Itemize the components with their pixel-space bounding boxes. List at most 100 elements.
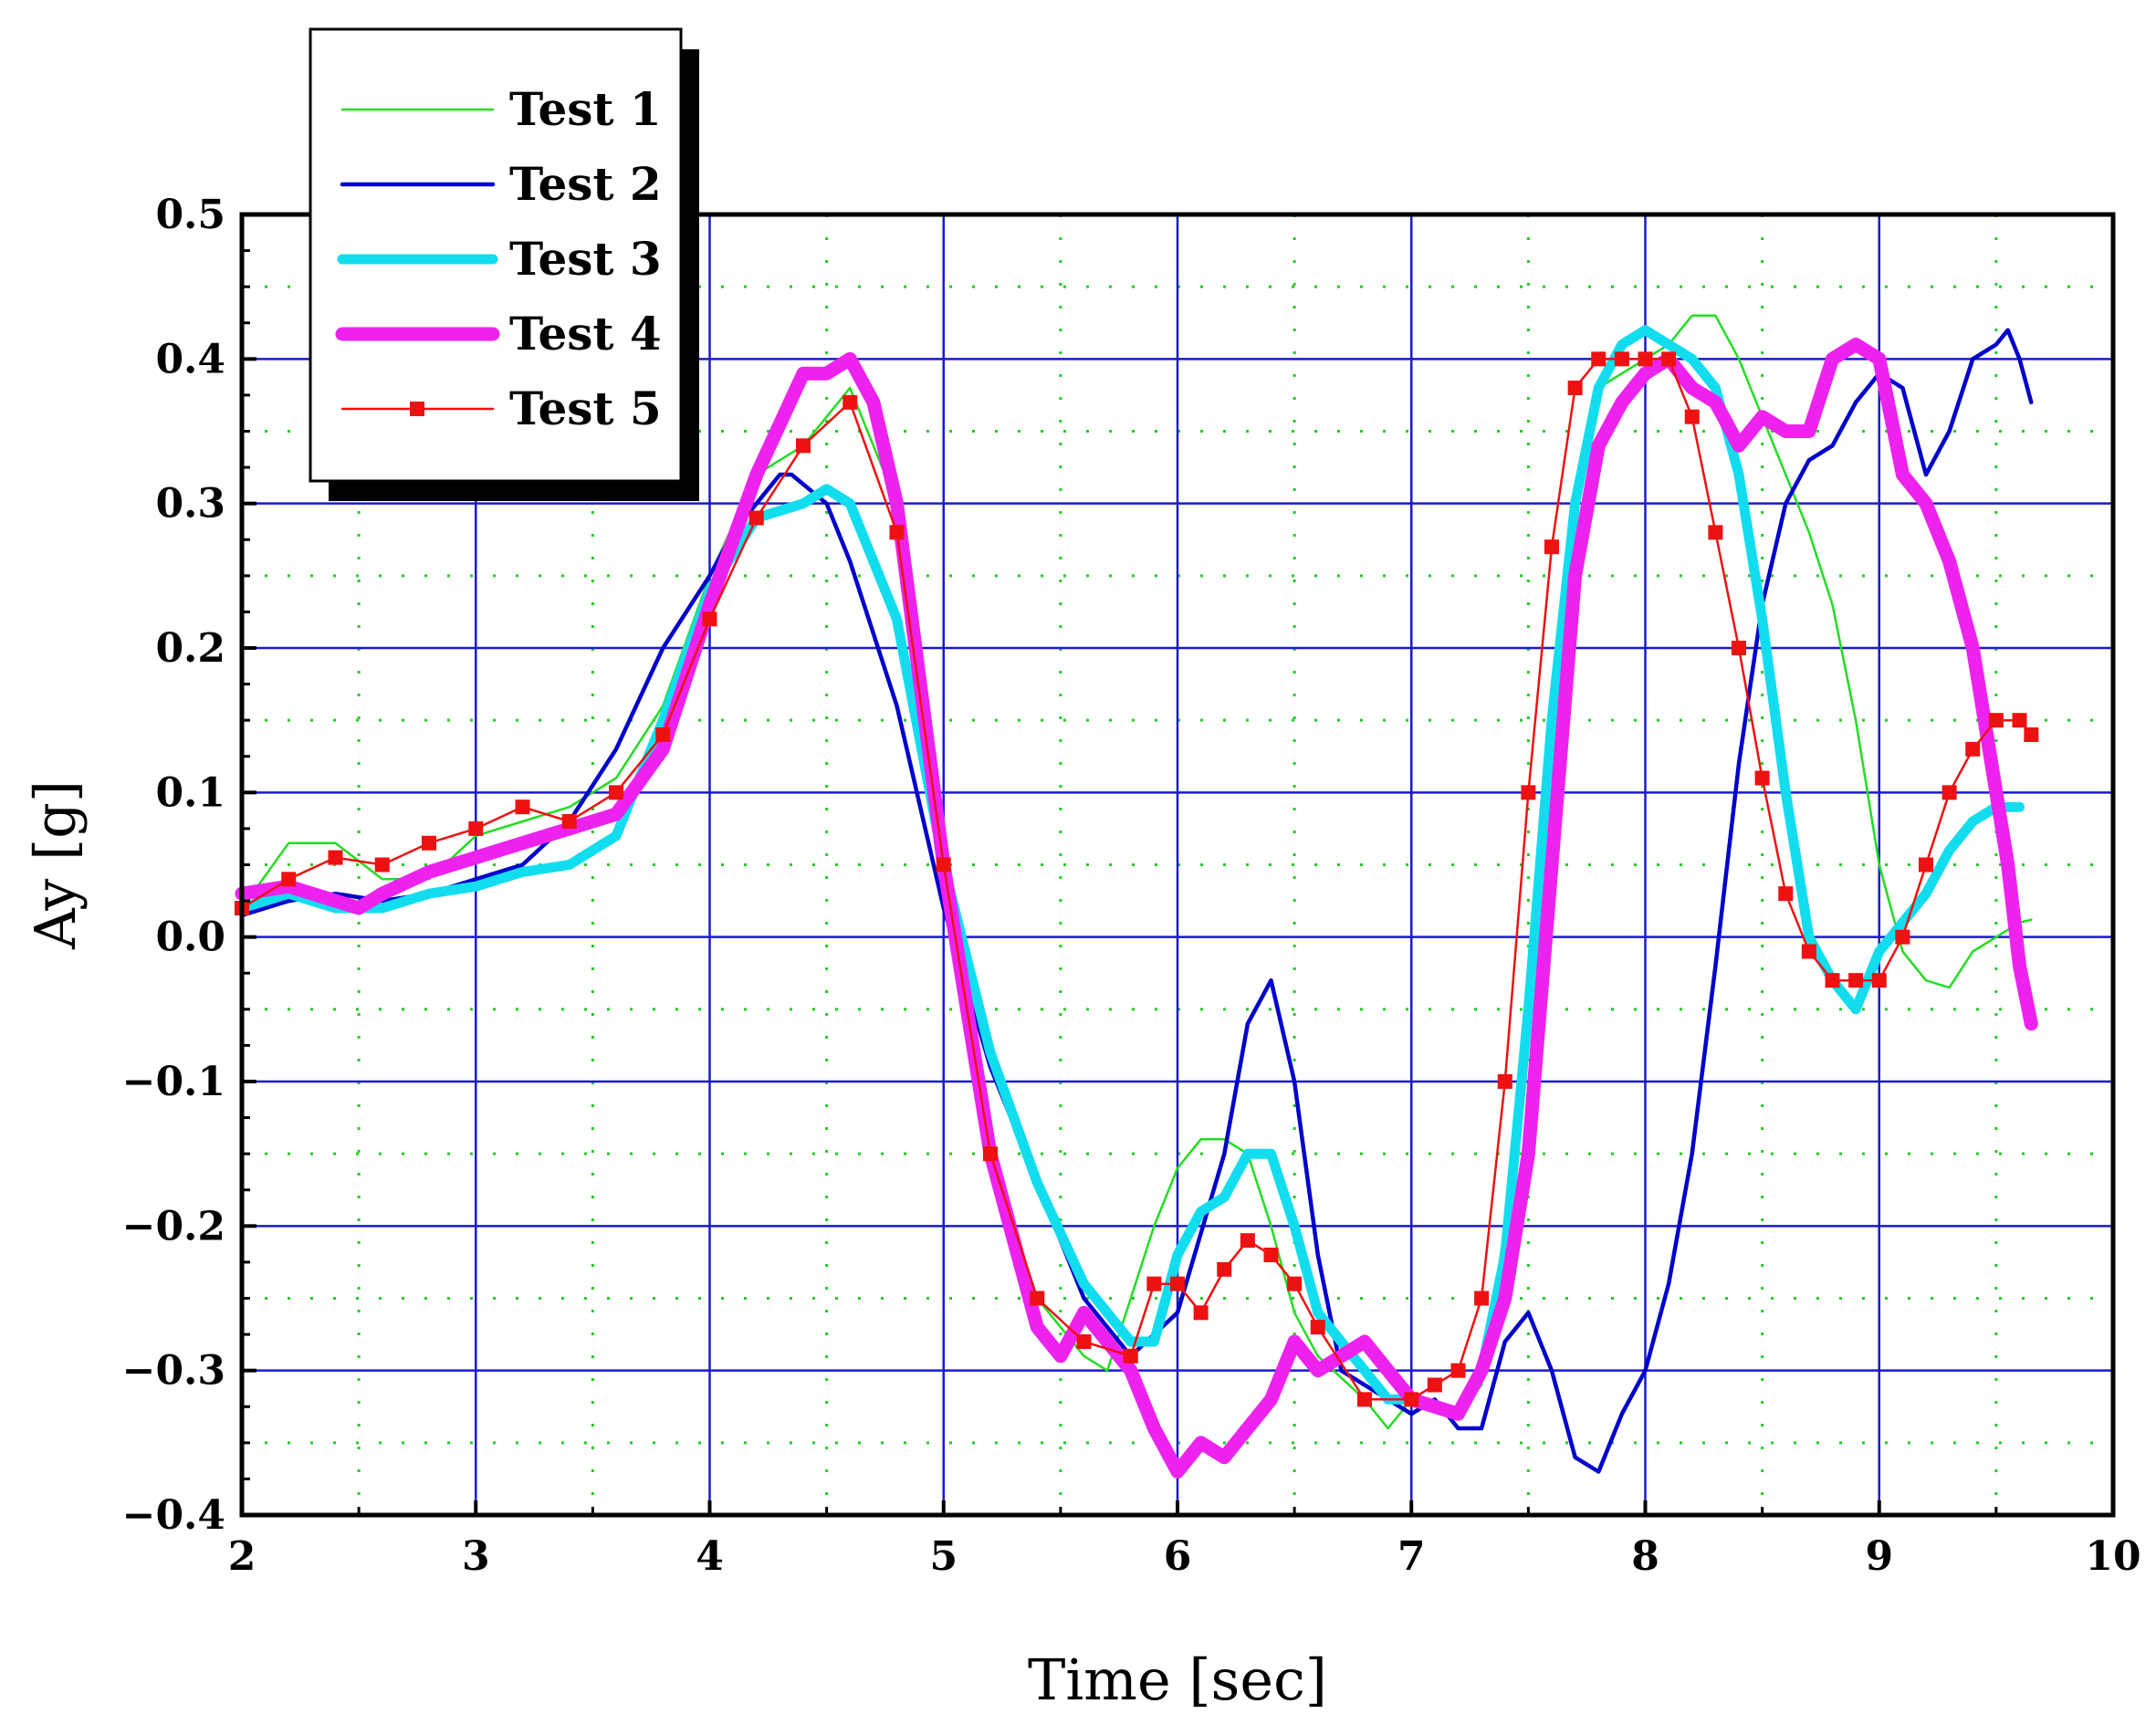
x-tick-label: 3 (462, 1533, 490, 1580)
series-point (796, 438, 811, 454)
series-point (1801, 944, 1816, 959)
series-point (1076, 1334, 1092, 1349)
series-point (1684, 409, 1700, 424)
series-point (1123, 1348, 1138, 1364)
series-point (936, 857, 951, 873)
series-point (1871, 973, 1887, 988)
legend-item-3: Test 3 (337, 232, 662, 286)
legend-marker (410, 402, 424, 416)
series-point (1988, 713, 2004, 728)
legend-label: Test 5 (509, 381, 662, 435)
series-point (468, 820, 484, 836)
series-line-4 (235, 338, 2038, 1479)
y-tick-label: −0.3 (122, 1348, 225, 1395)
series-point (515, 800, 530, 815)
x-tick-labels: 2 3 4 5 6 7 8 9 10 (228, 1533, 2141, 1580)
series-point (1170, 1276, 1185, 1291)
series-layer (235, 314, 2039, 1479)
series-point (2012, 713, 2027, 728)
y-tick-label: 0.2 (155, 625, 225, 672)
series-point (1567, 381, 1583, 395)
series-point (1310, 1320, 1325, 1335)
series-line-3 (236, 325, 2025, 1419)
series-point (328, 850, 343, 865)
y-tick-label: 0.4 (155, 336, 225, 382)
legend-item-1: Test 1 (340, 82, 662, 136)
x-tick-label: 7 (1397, 1533, 1426, 1580)
series-point (1217, 1261, 1232, 1277)
series-point (1895, 929, 1910, 945)
series-point (748, 510, 764, 526)
legend-item-4: Test 4 (335, 307, 662, 361)
y-tick-label: −0.1 (122, 1059, 225, 1105)
x-tick-label: 8 (1631, 1533, 1659, 1580)
series-point (1778, 886, 1794, 902)
x-axis-title: Time [sec] (1028, 1646, 1327, 1713)
series-point (1638, 351, 1653, 367)
series-point (422, 835, 436, 851)
series-line-2 (239, 328, 2034, 1474)
legend-items: Test 1 Test 2 Test 3 Test 4 Test 5 (335, 82, 662, 435)
x-tick-label: 10 (2085, 1533, 2140, 1580)
series-point (1193, 1305, 1209, 1321)
axis-ticks (240, 213, 2115, 1517)
series-3 (236, 325, 2025, 1419)
series-5 (235, 351, 2039, 1407)
y-tick-label: 0.0 (155, 915, 225, 961)
x-tick-label: 6 (1164, 1533, 1192, 1580)
series-point (1732, 641, 1746, 655)
y-axis-title: Ay [g] (22, 780, 89, 950)
series-point (561, 814, 577, 829)
series-2 (239, 328, 2034, 1474)
y-tick-label: −0.2 (122, 1203, 225, 1249)
series-point (1240, 1233, 1255, 1249)
legend-label: Test 3 (509, 232, 662, 286)
series-4 (235, 338, 2038, 1479)
legend-label: Test 2 (509, 157, 662, 211)
y-tick-labels: −0.4 −0.3 −0.2 −0.1 0.0 0.1 0.2 0.3 0.4 0.5 (122, 192, 225, 1539)
series-point (1474, 1291, 1490, 1306)
series-point (1754, 770, 1770, 786)
legend-label: Test 4 (509, 307, 662, 361)
series-point (609, 785, 623, 800)
series-point (1591, 351, 1607, 367)
series-point (374, 857, 390, 873)
series-point (889, 525, 905, 540)
series-point (1544, 539, 1559, 555)
series-point (1146, 1276, 1162, 1291)
series-point (1287, 1276, 1303, 1291)
series-point (702, 611, 717, 627)
series-point (1661, 351, 1677, 367)
x-tick-label: 2 (228, 1533, 256, 1580)
legend-item-2: Test 2 (340, 157, 662, 211)
y-tick-label: 0.5 (155, 192, 225, 238)
legend-label: Test 1 (509, 82, 662, 136)
series-point (1263, 1248, 1279, 1262)
x-tick-label: 9 (1865, 1533, 1893, 1580)
series-point (1497, 1074, 1512, 1089)
series-point (1848, 973, 1864, 988)
series-point (1357, 1392, 1372, 1407)
series-point (1427, 1377, 1442, 1393)
series-point (1521, 785, 1536, 800)
series-point (2024, 727, 2039, 742)
series-point (1919, 857, 1933, 873)
series-point (655, 727, 671, 742)
series-point (1965, 741, 1981, 757)
series-point (1708, 525, 1723, 540)
series-point (1941, 785, 1957, 800)
series-point (1614, 351, 1629, 367)
series-point (1404, 1392, 1419, 1407)
x-tick-label: 5 (929, 1533, 958, 1580)
x-tick-label: 4 (696, 1533, 724, 1580)
series-point (983, 1146, 998, 1162)
y-tick-label: 0.1 (155, 769, 225, 816)
series-point (843, 394, 858, 410)
series-point (1450, 1363, 1466, 1378)
legend-item-5: Test 5 (340, 381, 662, 435)
series-point (281, 872, 297, 887)
series-point (1825, 973, 1840, 988)
y-tick-label: −0.4 (122, 1492, 225, 1539)
